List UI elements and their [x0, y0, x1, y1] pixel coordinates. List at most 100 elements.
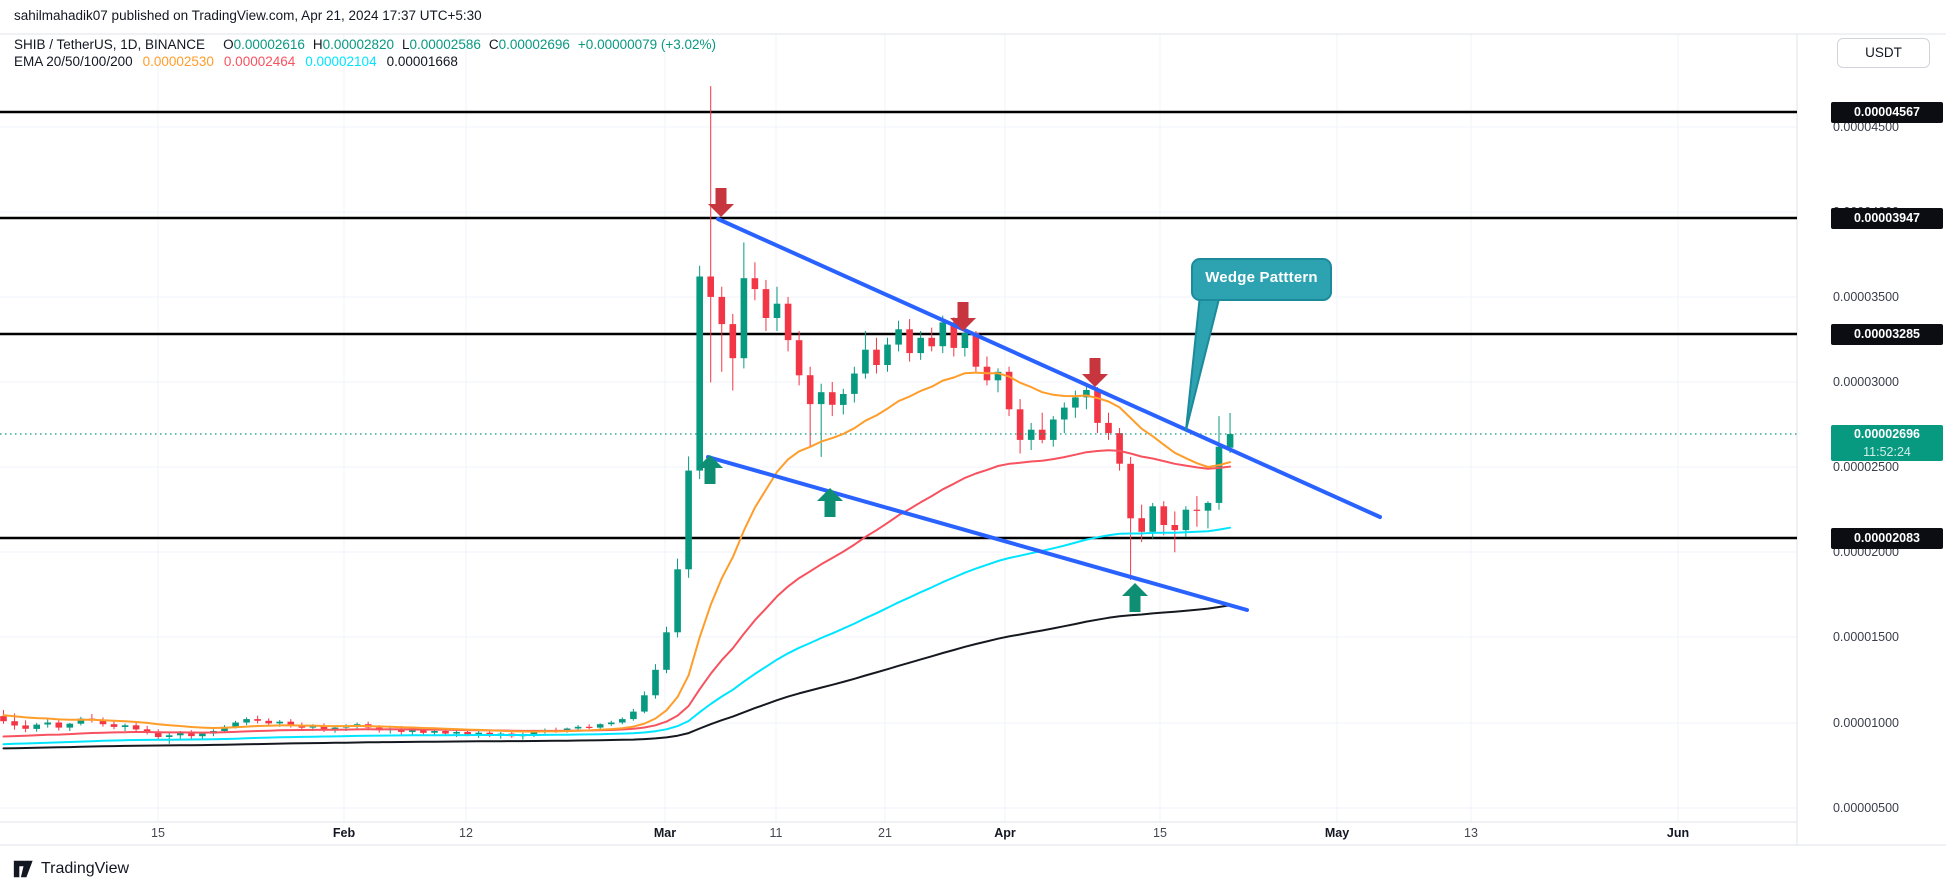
candle-body [309, 725, 317, 728]
ema50-value: 0.00002464 [223, 54, 296, 69]
candle-body [873, 349, 880, 365]
low-label: L [402, 37, 410, 52]
candle-body [829, 392, 836, 405]
candle-body [1050, 419, 1057, 440]
candle-body [994, 371, 1002, 381]
change-value: +0.00000079 (+3.02%) [577, 37, 717, 52]
tradingview-watermark[interactable]: TradingView [12, 858, 129, 880]
candle-body [895, 329, 902, 345]
currency-toggle-button[interactable]: USDT [1837, 38, 1930, 68]
tradingview-logo-icon [13, 860, 33, 878]
candle-body [475, 732, 482, 735]
candle-body [1193, 509, 1201, 511]
wedge-upper-trendline[interactable] [716, 217, 1382, 519]
candle-body [143, 729, 151, 732]
candle-body [762, 289, 770, 318]
candlestick-layer [0, 86, 1234, 744]
current-price-value: 0.00002696 [1853, 427, 1921, 441]
arrow-head [950, 318, 976, 331]
candle-body [33, 724, 40, 729]
candle-body [740, 278, 748, 359]
candle-body [320, 725, 328, 730]
candle-body [99, 720, 107, 725]
candle-body [817, 392, 825, 405]
candle-body [254, 719, 261, 721]
candle-body [806, 375, 814, 405]
candle-body [0, 716, 7, 722]
down-arrow-marker[interactable] [950, 302, 976, 331]
candle-body [221, 726, 228, 732]
ema-20-line [2, 371, 1232, 733]
candle-body [1116, 433, 1123, 464]
candle-body [1027, 429, 1035, 440]
candle-body [165, 735, 173, 737]
candle-body [939, 322, 947, 347]
ema-indicator-title[interactable]: EMA 20/50/100/200 [14, 54, 133, 69]
candle-body [1171, 525, 1179, 531]
candle-body [619, 719, 626, 723]
arrow-head [1082, 374, 1108, 387]
candle-body [1061, 407, 1068, 420]
candle-body [685, 470, 692, 570]
candle-body [22, 725, 29, 729]
low-value: 0.00002586 [409, 37, 481, 52]
candle-body [188, 732, 195, 737]
candle-body [420, 730, 427, 733]
candle-body [652, 669, 659, 696]
high-label: H [312, 37, 323, 52]
candle-body [1215, 446, 1223, 503]
close-value: 0.00002696 [498, 37, 570, 52]
candle-body [232, 722, 239, 727]
attribution-text: sahilmahadik07 published on TradingView.… [14, 8, 482, 23]
candle-body [431, 731, 438, 733]
candle-body [596, 724, 604, 728]
candle-body [331, 727, 339, 730]
candle-body [773, 303, 781, 318]
candle-body [55, 722, 63, 728]
candle-body [840, 394, 847, 405]
symbol-legend-row: SHIB / TetherUS, 1D, BINANCE O0.00002616 H… [14, 36, 716, 53]
ema20-value: 0.00002530 [142, 54, 214, 69]
ema-legend-row: EMA 20/50/100/200 0.00002530 0.00002464 0.0… [14, 53, 716, 70]
candle-body [1038, 429, 1046, 440]
candle-body [1105, 422, 1112, 434]
open-value: 0.00002616 [233, 37, 305, 52]
arrow-head [697, 455, 723, 468]
down-arrow-marker[interactable] [708, 188, 734, 217]
arrow-stem [824, 501, 836, 517]
candle-body [530, 731, 538, 735]
chart-legend: SHIB / TetherUS, 1D, BINANCE O0.00002616 H… [14, 36, 716, 70]
candle-body [729, 324, 737, 359]
wedge-pattern-callout[interactable]: Wedge Patttern [1191, 258, 1332, 301]
up-arrow-marker[interactable] [1122, 583, 1148, 612]
up-arrow-marker[interactable] [697, 455, 723, 484]
arrow-stem [957, 302, 969, 318]
ema-200-line [2, 604, 1232, 750]
candle-body [928, 337, 935, 347]
down-arrow-marker[interactable] [1082, 358, 1108, 387]
candle-body [1226, 434, 1234, 448]
candle-body [851, 373, 858, 394]
candle-body [1182, 509, 1190, 531]
candle-body [696, 276, 703, 471]
candle-body [630, 711, 637, 720]
candle-body [906, 329, 913, 354]
candle-body [574, 726, 582, 729]
candle-body [442, 731, 449, 734]
candle-body [884, 344, 891, 365]
candle-body [177, 732, 184, 736]
ema100-value: 0.00002104 [305, 54, 377, 69]
candle-body [1072, 397, 1079, 408]
up-arrow-marker[interactable] [817, 488, 843, 517]
candle-body [199, 733, 206, 737]
arrow-stem [1089, 358, 1101, 374]
candle-body [44, 722, 51, 725]
symbol-title[interactable]: SHIB / TetherUS, 1D, BINANCE [14, 37, 206, 52]
candle-body [751, 278, 759, 290]
arrow-stem [715, 188, 727, 204]
candle-body [154, 731, 162, 737]
ema-50-line [2, 449, 1232, 738]
wedge-lower-trendline[interactable] [706, 455, 1249, 612]
